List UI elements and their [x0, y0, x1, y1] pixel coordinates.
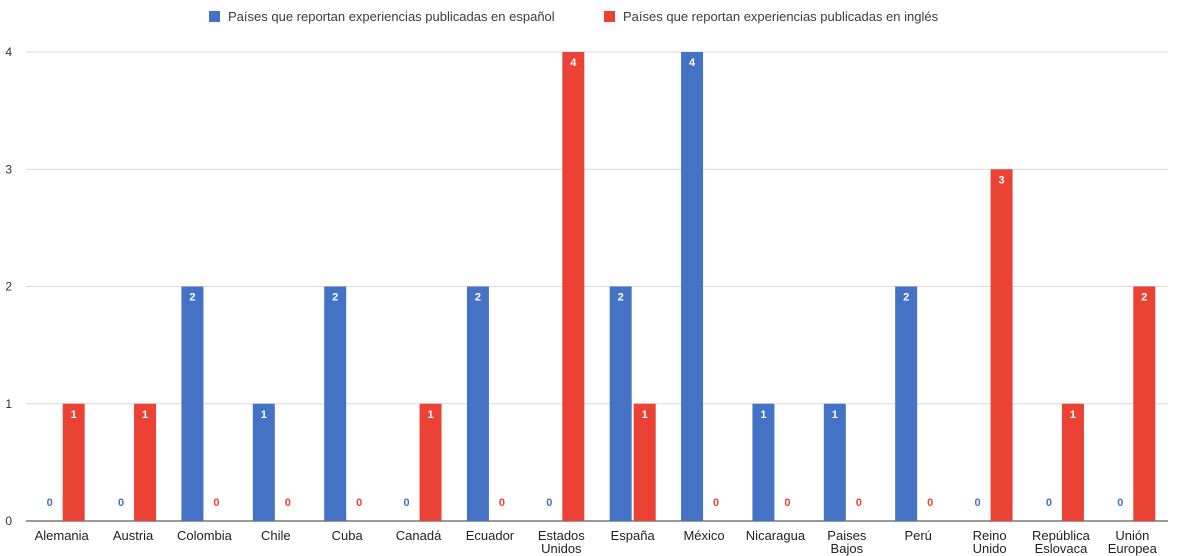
data-label: 1: [142, 409, 148, 421]
data-label-zero: 0: [713, 497, 719, 509]
x-category-label: República Eslovaca: [1032, 528, 1091, 556]
data-label-zero: 0: [285, 497, 291, 509]
y-tick-label: 2: [5, 280, 12, 294]
data-label-zero: 0: [927, 497, 933, 509]
x-category-label: Colombia: [177, 528, 233, 543]
x-category-label: España: [611, 528, 656, 543]
data-label: 1: [71, 409, 77, 421]
bar-series1-cat15: [1133, 286, 1156, 521]
bar-series0-cat9: [681, 52, 704, 521]
bar-series1-cat14: [1061, 403, 1084, 521]
bar-series0-cat11: [823, 403, 846, 521]
data-label: 1: [261, 409, 267, 421]
bar-series1-cat7: [562, 52, 585, 521]
x-category-label: Perú: [904, 528, 931, 543]
data-label-zero: 0: [1046, 497, 1052, 509]
legend-label-0: Países que reportan experiencias publica…: [228, 9, 555, 24]
x-category-label: Estados Unidos: [538, 528, 585, 556]
bar-series0-cat4: [324, 286, 347, 521]
legend-swatch-0: [209, 11, 220, 22]
data-label: 2: [618, 292, 624, 304]
data-label-zero: 0: [47, 497, 53, 509]
data-label-zero: 0: [404, 497, 410, 509]
legend-swatch-1: [604, 11, 615, 22]
x-category-label: México: [683, 528, 724, 543]
x-category-label: Alemania: [35, 528, 90, 543]
data-label: 2: [475, 292, 481, 304]
bar-series0-cat10: [752, 403, 775, 521]
x-category-label: Canadá: [396, 528, 442, 543]
data-label: 2: [903, 292, 909, 304]
bar-series1-cat13: [990, 169, 1013, 521]
x-category-label: Chile: [261, 528, 291, 543]
y-tick-label: 0: [5, 514, 12, 528]
data-label: 2: [189, 292, 195, 304]
data-label-zero: 0: [784, 497, 790, 509]
data-label: 1: [1070, 409, 1076, 421]
data-label: 4: [689, 57, 696, 69]
bar-series0-cat12: [895, 286, 918, 521]
data-labels: 0 1 0 1 2 0 1 0 2 0 0 1 2 0 0 4 2 1 4 0 1 0 1 0 2 0 0 3 0 1 0 2: [47, 57, 1148, 509]
x-axis-categories: Alemania Austria Colombia Chile Cuba Canadá Ec…: [35, 528, 1158, 556]
data-label-zero: 0: [213, 497, 219, 509]
data-label: 3: [999, 174, 1005, 186]
data-label: 2: [332, 292, 338, 304]
x-category-label: Austria: [113, 528, 154, 543]
data-label: 1: [760, 409, 766, 421]
data-label-zero: 0: [856, 497, 862, 509]
y-axis-ticks: 0 1 2 3 4: [5, 45, 12, 528]
bars: [62, 52, 1156, 521]
x-category-label: Nicaragua: [746, 528, 806, 543]
bar-series0-cat2: [181, 286, 204, 521]
data-label: 4: [570, 57, 577, 69]
x-category-label: Unión Europea: [1108, 528, 1158, 556]
data-label-zero: 0: [975, 497, 981, 509]
data-label: 2: [1141, 292, 1147, 304]
y-tick-label: 4: [5, 45, 12, 59]
gridlines: [26, 51, 1168, 522]
bar-series0-cat8: [609, 286, 632, 521]
data-label-zero: 0: [118, 497, 124, 509]
bar-series1-cat8: [633, 403, 656, 521]
data-label-zero: 0: [499, 497, 505, 509]
x-category-label: Ecuador: [466, 528, 515, 543]
data-label-zero: 0: [1117, 497, 1123, 509]
y-tick-label: 3: [5, 162, 12, 176]
legend-label-1: Países que reportan experiencias publica…: [623, 9, 939, 24]
bar-series1-cat1: [134, 403, 157, 521]
bar-series1-cat0: [62, 403, 85, 521]
data-label: 1: [642, 409, 648, 421]
x-category-label: Reino Unido: [973, 528, 1007, 556]
data-label-zero: 0: [546, 497, 552, 509]
data-label: 1: [428, 409, 434, 421]
legend: Países que reportan experiencias publica…: [209, 9, 939, 24]
x-category-label: Cuba: [332, 528, 364, 543]
y-tick-label: 1: [5, 397, 12, 411]
x-category-label: Paises Bajos: [827, 528, 867, 556]
data-label: 1: [832, 409, 838, 421]
data-label-zero: 0: [356, 497, 362, 509]
bar-series0-cat6: [466, 286, 489, 521]
bar-series1-cat5: [419, 403, 442, 521]
bar-series0-cat3: [252, 403, 275, 521]
